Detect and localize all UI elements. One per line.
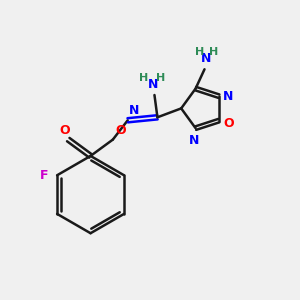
Text: N: N <box>201 52 211 65</box>
Text: H: H <box>156 73 165 82</box>
Text: N: N <box>129 104 140 117</box>
Text: N: N <box>189 134 199 146</box>
Text: H: H <box>140 73 149 82</box>
Text: O: O <box>223 117 234 130</box>
Text: O: O <box>59 124 70 136</box>
Text: H: H <box>209 47 219 57</box>
Text: F: F <box>40 169 48 182</box>
Text: H: H <box>195 47 205 57</box>
Text: N: N <box>148 78 158 91</box>
Text: O: O <box>116 124 126 136</box>
Text: N: N <box>223 90 234 103</box>
